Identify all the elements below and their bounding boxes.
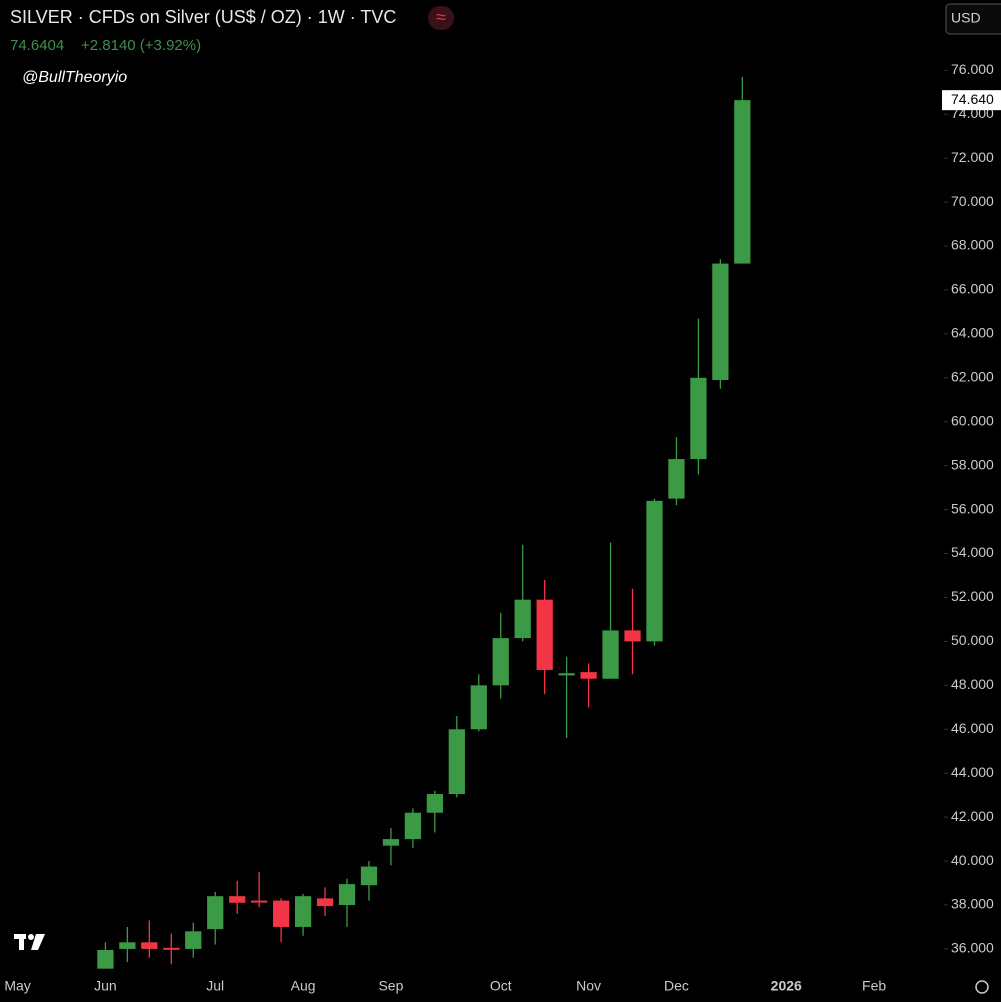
chart-title: SILVER · CFDs on Silver (US$ / OZ) · 1W …	[10, 7, 396, 27]
candle-body	[316, 898, 334, 907]
candle-body	[624, 630, 641, 642]
y-tick-label: 44.000	[951, 764, 994, 780]
y-tick-label: 58.000	[951, 456, 994, 472]
candle-body	[448, 729, 465, 795]
x-tick-label: Feb	[862, 978, 886, 994]
candle-body	[185, 931, 202, 949]
y-tick-label: 56.000	[951, 500, 994, 516]
last-price-tag	[942, 90, 1001, 111]
settings-icon[interactable]	[975, 980, 989, 994]
candle-body	[294, 896, 312, 927]
y-tick-label: 66.000	[951, 281, 994, 297]
x-tick-label: Jul	[206, 978, 224, 994]
candle-body	[426, 794, 443, 813]
watermark: @BullTheoryio	[22, 69, 127, 86]
x-tick-label: Nov	[576, 978, 601, 994]
candle-body	[251, 900, 268, 903]
source-icon-glyph: ≈	[436, 7, 446, 27]
change: +2.8140 (+3.92%)	[81, 37, 201, 54]
tv-logo	[14, 934, 45, 950]
y-tick-label: 52.000	[951, 588, 994, 604]
candle-body	[602, 630, 619, 679]
candle-body	[646, 500, 663, 642]
y-tick-label: 62.000	[951, 369, 994, 385]
candle-body	[272, 900, 290, 927]
candle-body	[382, 839, 400, 846]
candle-body	[229, 896, 246, 903]
y-tick-label: 68.000	[951, 237, 994, 253]
candle-body	[338, 884, 356, 905]
y-tick-label: 50.000	[951, 632, 994, 648]
y-tick-label: 64.000	[951, 325, 994, 341]
source-icon	[428, 6, 454, 30]
x-tick-label: May	[4, 978, 30, 994]
x-tick-label: 2026	[771, 978, 802, 994]
y-tick-label: 36.000	[951, 940, 994, 956]
candle-body	[580, 672, 597, 679]
candle-body	[97, 950, 114, 969]
y-tick-label: 72.000	[951, 149, 994, 165]
y-tick-label: 48.000	[951, 676, 994, 692]
candle-body	[712, 263, 729, 381]
candle-body	[734, 100, 751, 264]
y-tick-label: 38.000	[951, 896, 994, 912]
candle-body	[404, 812, 422, 840]
candle-body	[690, 377, 707, 460]
candle-body	[558, 673, 575, 676]
candle-body	[207, 896, 224, 930]
candle-body	[668, 459, 685, 499]
x-tick-label: Dec	[664, 978, 689, 994]
currency-button[interactable]	[945, 3, 1001, 35]
candle-body	[470, 685, 487, 730]
y-tick-label: 40.000	[951, 852, 994, 868]
x-tick-label: Oct	[490, 978, 512, 994]
candle-body	[492, 638, 509, 686]
candle-body	[360, 866, 378, 886]
currency-label[interactable]: USD	[951, 10, 981, 26]
candle-body	[163, 947, 180, 950]
last-price-label: 74.640	[951, 91, 994, 107]
y-tick-label: 42.000	[951, 808, 994, 824]
price: 74.6404	[10, 37, 64, 54]
x-tick-label: Sep	[378, 978, 403, 994]
candle-body	[514, 599, 531, 639]
x-tick-label: Aug	[291, 978, 316, 994]
y-tick-label: 76.000	[951, 61, 994, 77]
candle-body	[119, 942, 136, 949]
y-tick-label: 70.000	[951, 193, 994, 209]
candle-body	[141, 942, 158, 949]
y-tick-label: 46.000	[951, 720, 994, 736]
x-tick-label: Jun	[94, 978, 117, 994]
y-tick-label: 60.000	[951, 412, 994, 428]
y-tick-label: 54.000	[951, 544, 994, 560]
candle-body	[536, 599, 553, 670]
